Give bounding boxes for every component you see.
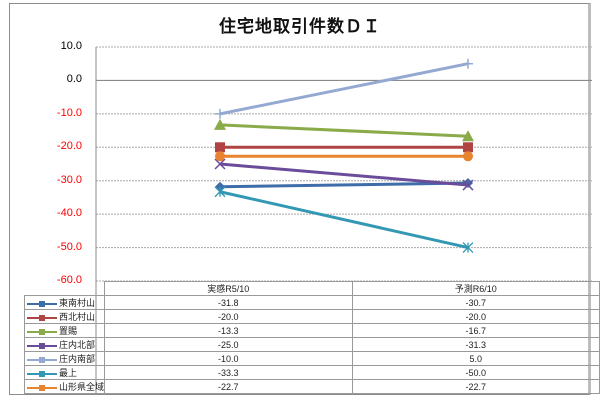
table-corner (24, 281, 106, 296)
value-cell: 5.0 (351, 351, 600, 366)
value-cell: -10.0 (104, 351, 353, 366)
table-row: 山形県全域 -22.7 -22.7 (23, 379, 600, 394)
legend-cell: 山形県全域 (23, 379, 106, 394)
table-row: 置賜 -13.3 -16.7 (23, 323, 600, 338)
value-cell: -25.0 (104, 337, 353, 352)
series-line (214, 158, 474, 191)
table-header-row: 実感R5/10 予測R6/10 (24, 281, 600, 296)
y-tick-label: 10.0 (60, 40, 82, 52)
chart-title: 住宅地取引件数ＤＩ (219, 17, 381, 37)
legend-cell: 庄内北部 (23, 337, 106, 352)
legend-cell: 庄内南部 (23, 351, 106, 366)
y-tick-label: -40.0 (56, 207, 82, 220)
series-line (215, 151, 473, 162)
table-row: 東南村山 -31.8 -30.7 (23, 295, 600, 310)
series-name: 西北村山 (59, 312, 96, 322)
value-cell: -33.3 (104, 365, 353, 380)
series-line (215, 58, 473, 119)
chart-frame (9, 3, 591, 395)
series-name: 最上 (59, 368, 78, 378)
series-line (214, 118, 474, 142)
series-line (214, 186, 474, 254)
y-tick-label: -10.0 (56, 106, 82, 119)
table-row: 庄内北部 -25.0 -31.3 (23, 337, 600, 352)
series-name: 庄内南部 (59, 354, 96, 364)
column-header: 予測R6/10 (351, 281, 600, 296)
value-cell: -22.7 (104, 379, 353, 394)
legend-key-icon (27, 355, 57, 365)
legend-key-icon (27, 341, 57, 351)
value-cell: -50.0 (351, 365, 600, 380)
value-cell: -16.7 (351, 323, 600, 338)
legend-key-icon (27, 299, 57, 309)
series-name: 庄内北部 (59, 340, 96, 350)
legend-cell: 置賜 (23, 323, 106, 338)
data-table: 実感R5/10 予測R6/10 東南村山 -31.8 -30.7 西北村山 -20.0-… (23, 281, 600, 394)
series-name: 置賜 (59, 326, 78, 336)
value-cell: -13.3 (104, 323, 353, 338)
series-line (215, 142, 473, 153)
series-name: 東南村山 (59, 298, 96, 308)
series-line (215, 178, 473, 192)
value-cell: -22.7 (351, 379, 600, 394)
value-cell: -20.0 (104, 309, 353, 324)
y-tick-label: -50.0 (56, 240, 82, 253)
value-cell: -20.0 (351, 309, 600, 324)
value-cell: -31.8 (104, 295, 353, 310)
y-tick-label: -20.0 (56, 140, 82, 153)
legend-key-icon (27, 313, 57, 323)
value-cell: -31.3 (351, 337, 600, 352)
legend-key-icon (27, 327, 57, 337)
legend-key-icon (27, 383, 57, 393)
legend-cell: 最上 (23, 365, 106, 380)
legend-cell: 西北村山 (23, 309, 106, 324)
table-row: 庄内南部 -10.0 5.0 (23, 351, 600, 366)
y-tick-label: -30.0 (56, 173, 82, 186)
legend-key-icon (27, 369, 57, 379)
value-cell: -30.7 (351, 295, 600, 310)
column-header: 実感R5/10 (104, 281, 353, 296)
table-row: 西北村山 -20.0 -20.0 (23, 309, 600, 324)
legend-cell: 東南村山 (23, 295, 106, 310)
table-row: 最上 -33.3 -50.0 (23, 365, 600, 380)
series-name: 山形県全域 (59, 382, 105, 392)
y-tick-label: 0.0 (66, 73, 82, 86)
